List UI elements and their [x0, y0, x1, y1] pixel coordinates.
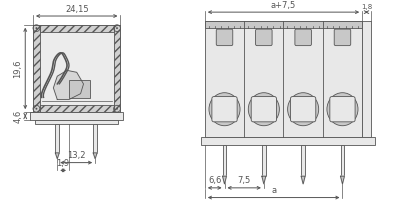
Text: a+7,5: a+7,5: [271, 1, 296, 10]
Ellipse shape: [327, 93, 358, 126]
Polygon shape: [340, 176, 344, 184]
Bar: [55, 124, 59, 153]
Text: 1,9: 1,9: [56, 159, 70, 168]
Polygon shape: [55, 153, 59, 159]
Ellipse shape: [248, 93, 279, 126]
Polygon shape: [301, 176, 305, 184]
Polygon shape: [222, 176, 226, 184]
Text: 24,15: 24,15: [65, 5, 88, 14]
Bar: [69, 80, 90, 98]
Bar: [201, 137, 375, 145]
Bar: [40, 105, 114, 112]
Ellipse shape: [209, 93, 240, 126]
Bar: [340, 145, 344, 176]
Bar: [362, 21, 371, 137]
Text: 13,2: 13,2: [67, 151, 86, 160]
Ellipse shape: [288, 93, 319, 126]
FancyBboxPatch shape: [290, 97, 316, 122]
Bar: [222, 145, 226, 176]
Bar: [262, 145, 266, 176]
Bar: [35, 120, 118, 124]
Text: 4,6: 4,6: [13, 109, 22, 123]
Bar: [205, 21, 362, 137]
FancyBboxPatch shape: [334, 29, 351, 46]
Circle shape: [116, 27, 118, 29]
Circle shape: [116, 108, 118, 110]
Bar: [93, 124, 97, 153]
FancyBboxPatch shape: [216, 29, 233, 46]
FancyBboxPatch shape: [256, 29, 272, 46]
Text: 19,6: 19,6: [13, 59, 22, 78]
Bar: [33, 25, 120, 112]
FancyBboxPatch shape: [212, 97, 237, 122]
Polygon shape: [262, 176, 266, 184]
Bar: [30, 112, 123, 120]
Polygon shape: [93, 153, 97, 159]
FancyBboxPatch shape: [295, 29, 312, 46]
FancyBboxPatch shape: [330, 97, 355, 122]
Bar: [40, 25, 114, 32]
FancyBboxPatch shape: [251, 97, 276, 122]
Bar: [40, 32, 114, 105]
Circle shape: [36, 108, 37, 110]
Bar: [205, 21, 362, 28]
Bar: [33, 25, 40, 112]
Bar: [114, 25, 120, 112]
Text: a: a: [271, 186, 276, 195]
Text: 1,8: 1,8: [361, 4, 372, 10]
Text: 7,5: 7,5: [238, 176, 251, 185]
Circle shape: [36, 27, 37, 29]
Text: 6,6: 6,6: [208, 176, 221, 185]
Polygon shape: [54, 70, 84, 100]
Bar: [301, 145, 305, 176]
